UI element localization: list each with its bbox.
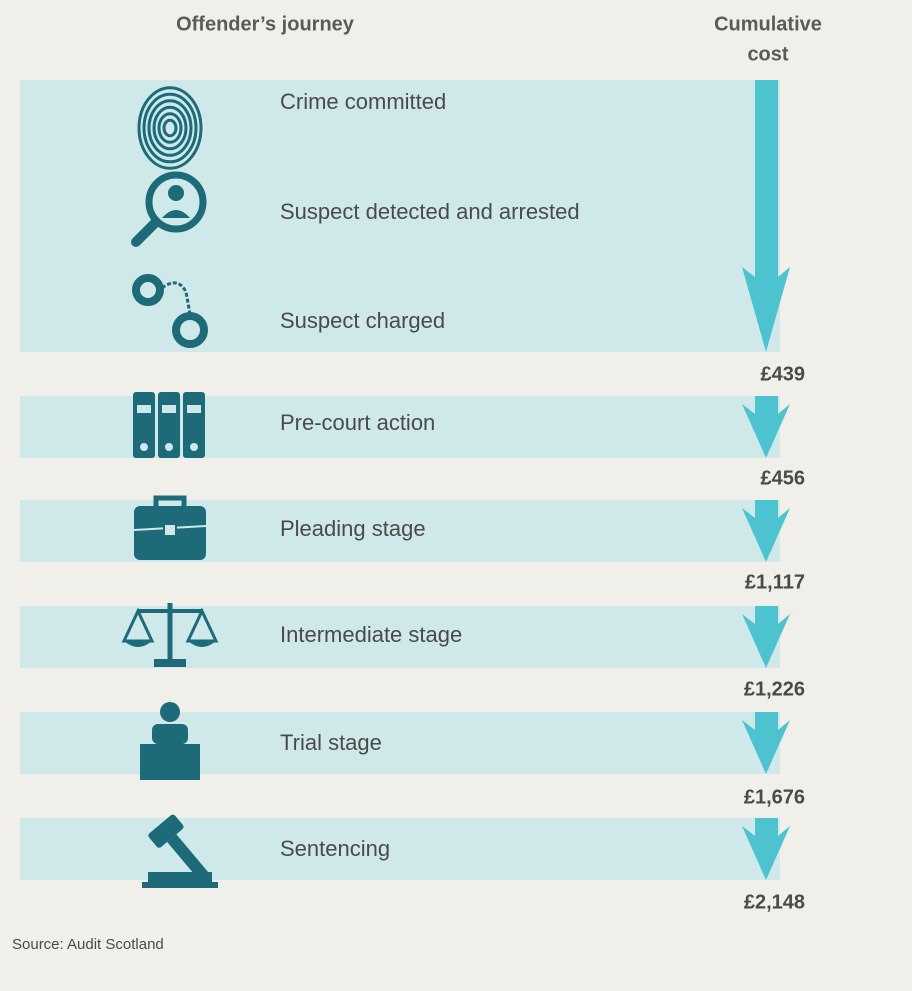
icon-shape — [148, 814, 209, 881]
stage-label: Pre-court action — [280, 410, 435, 435]
icon-shape — [152, 724, 188, 744]
cumulative-cost: £456 — [761, 467, 806, 489]
cost-arrow — [742, 396, 790, 458]
icon-shape — [142, 92, 198, 164]
icon-shape — [167, 834, 209, 881]
icon-shape — [187, 405, 201, 413]
icon-shape — [157, 112, 183, 144]
icon-shape — [131, 217, 161, 247]
stage-band — [20, 606, 780, 668]
icon-shape — [162, 118, 178, 138]
stage-label: Suspect detected and arrested — [280, 199, 580, 224]
icon-shape — [154, 659, 186, 667]
stage-label: Pleading stage — [280, 516, 426, 541]
icon-shape — [140, 443, 148, 451]
icon-shape — [161, 281, 192, 315]
stage-icon — [133, 495, 207, 560]
stage-icon — [140, 702, 200, 780]
stage-icon — [142, 814, 218, 888]
cost-arrow — [742, 606, 790, 668]
icon-shape — [162, 210, 190, 218]
stage-band — [20, 818, 780, 880]
stage-icon — [132, 274, 208, 348]
icon-shape — [124, 641, 216, 647]
icon-shape — [163, 523, 177, 537]
icon-shape — [168, 185, 184, 201]
icon-shape — [137, 86, 203, 170]
cost-header: cost — [747, 43, 788, 65]
icon-shape — [145, 171, 207, 233]
stage-label: Crime committed — [280, 89, 446, 114]
icon-shape — [140, 744, 200, 780]
stage-icon — [133, 392, 205, 458]
icon-shape — [147, 99, 193, 157]
icon-shape — [137, 405, 151, 413]
icon-shape — [153, 495, 187, 506]
icon-shape — [162, 405, 176, 413]
icon-shape — [142, 882, 218, 888]
icon-shape — [160, 702, 180, 722]
cumulative-cost: £2,148 — [744, 891, 805, 913]
stage-band — [20, 80, 780, 352]
stage-label: Suspect charged — [280, 308, 445, 333]
cumulative-cost: £1,676 — [744, 786, 805, 808]
cost-arrow — [742, 80, 790, 352]
icon-shape — [137, 86, 203, 170]
icon-shape — [190, 443, 198, 451]
source: Source: Audit Scotland — [12, 936, 164, 953]
stage-label: Sentencing — [280, 836, 390, 861]
icon-shape — [172, 312, 208, 348]
icon-shape — [152, 105, 188, 151]
stage-icon — [121, 603, 219, 667]
icon-shape — [148, 814, 184, 848]
cost-arrow — [742, 818, 790, 880]
stage-band — [20, 712, 780, 774]
cumulative-cost: £1,117 — [745, 571, 805, 593]
icon-shape — [148, 872, 212, 882]
journey-header: Offender’s journey — [176, 13, 355, 35]
stage-icon — [137, 86, 203, 170]
cumulative-cost: £1,226 — [744, 678, 805, 700]
stage-icon — [131, 171, 207, 247]
icon-shape — [132, 274, 164, 306]
icon-shape — [165, 443, 173, 451]
cumulative-cost: £439 — [761, 363, 806, 385]
stage-label: Intermediate stage — [280, 622, 462, 647]
cost-arrow — [742, 712, 790, 774]
cost-arrow — [742, 500, 790, 562]
cost-header: Cumulative — [714, 13, 822, 35]
stage-label: Trial stage — [280, 730, 382, 755]
